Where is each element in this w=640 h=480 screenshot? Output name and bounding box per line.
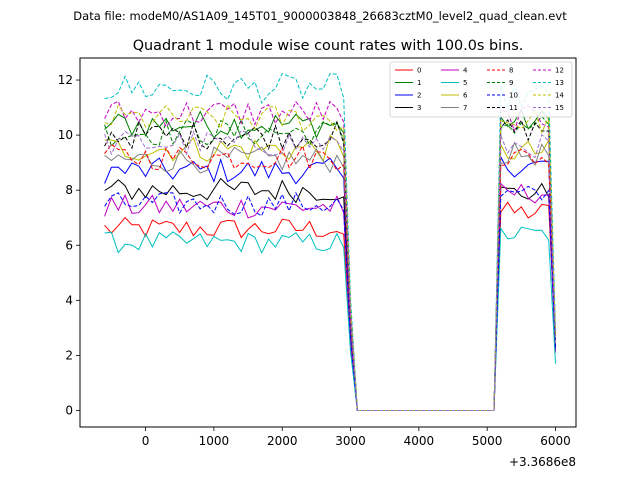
x-axis: 0 1000 2000 3000 4000 5000 6000: [142, 427, 571, 448]
legend-label-10: 10: [509, 92, 518, 100]
series-line-14: [104, 103, 556, 411]
legend-label-12: 12: [555, 67, 564, 75]
legend-label-6: 6: [463, 92, 468, 100]
series-line-13: [104, 72, 556, 411]
x-tick-label: 4000: [404, 434, 435, 448]
series-line-0: [104, 201, 556, 411]
series-line-5: [104, 226, 556, 411]
y-tick-label: 4: [65, 293, 73, 307]
series-line-3: [104, 177, 556, 411]
legend-label-2: 2: [417, 92, 421, 100]
plot-area: [104, 72, 556, 411]
chart-suptitle: Data file: modeM0/AS1A09_145T01_90000038…: [73, 9, 567, 23]
legend-label-0: 0: [417, 67, 421, 75]
x-tick-label: 3000: [335, 434, 366, 448]
legend-label-14: 14: [555, 92, 564, 100]
y-tick-label: 2: [65, 348, 73, 362]
y-tick-label: 0: [65, 403, 73, 417]
y-tick-label: 12: [58, 73, 73, 87]
y-tick-label: 6: [65, 238, 73, 252]
legend-label-15: 15: [555, 104, 564, 112]
legend-label-13: 13: [555, 79, 564, 87]
series-line-7: [104, 141, 556, 411]
series-line-8: [104, 143, 556, 411]
series-line-9: [104, 115, 556, 411]
x-tick-label: 6000: [540, 434, 571, 448]
legend-box: [389, 61, 573, 118]
series-line-12: [104, 100, 556, 411]
series-line-1: [104, 108, 556, 411]
series-line-10: [104, 185, 556, 411]
series-line-4: [104, 182, 556, 411]
axes-frame: [79, 57, 577, 428]
legend-label-8: 8: [509, 67, 513, 75]
y-tick-label: 8: [65, 183, 73, 197]
x-tick-label: 5000: [472, 434, 503, 448]
x-tick-label: 2000: [267, 434, 298, 448]
legend-label-11: 11: [509, 104, 518, 112]
y-tick-label: 10: [58, 128, 73, 142]
series-line-11: [104, 119, 556, 411]
legend-label-7: 7: [463, 104, 467, 112]
series-line-15: [104, 129, 556, 411]
series-line-6: [104, 134, 556, 411]
x-tick-label: 1000: [199, 434, 230, 448]
x-offset-label: +3.3686e8: [509, 455, 576, 469]
x-tick-label: 0: [142, 434, 150, 448]
series-line-2: [104, 155, 556, 411]
legend-label-4: 4: [463, 67, 468, 75]
chart-title: Quadrant 1 module wise count rates with …: [133, 38, 524, 54]
y-axis: 0 2 4 6 8 10 12: [58, 73, 80, 417]
legend-label-1: 1: [417, 79, 421, 87]
legend-label-5: 5: [463, 79, 467, 87]
legend-label-3: 3: [417, 104, 421, 112]
legend-label-9: 9: [509, 79, 513, 87]
